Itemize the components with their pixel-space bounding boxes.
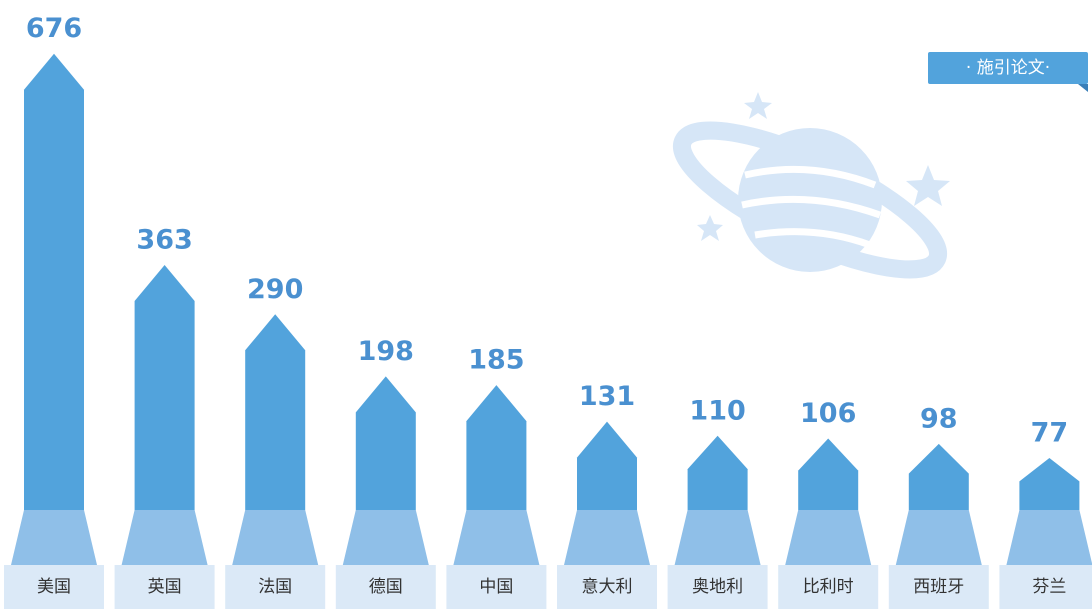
category-box: [778, 565, 879, 609]
category-box: [999, 565, 1092, 609]
x-tick-label: 英国: [148, 577, 182, 597]
x-tick-label: 意大利: [582, 577, 633, 597]
bar-base: [674, 510, 761, 565]
bar: [355, 376, 416, 510]
value-label: 198: [358, 336, 414, 367]
bar: [245, 314, 306, 510]
x-tick-label: 美国: [37, 577, 71, 597]
bar: [1019, 458, 1080, 510]
x-tick-label: 奥地利: [692, 577, 743, 597]
bar: [466, 385, 527, 510]
category-box: [446, 565, 547, 609]
value-label: 110: [689, 395, 745, 426]
legend-box: [928, 52, 1088, 84]
x-tick-label: 比利时: [803, 577, 854, 597]
legend: · 施引论文·: [928, 52, 1088, 92]
bar: [798, 438, 859, 510]
bar-base: [785, 510, 872, 565]
bar: [577, 421, 637, 510]
value-label: 77: [1031, 418, 1069, 449]
bar-base: [232, 510, 319, 565]
bar-base: [121, 510, 208, 565]
bar-base: [11, 510, 97, 565]
category-box: [114, 565, 215, 609]
bar-base: [1006, 510, 1092, 565]
planet-decoration: [672, 92, 950, 279]
value-label: 98: [920, 403, 958, 434]
bar: [24, 53, 84, 510]
category-box: [888, 565, 989, 609]
value-label: 676: [26, 13, 82, 44]
legend-fold: [1078, 84, 1088, 92]
value-label: 363: [136, 224, 192, 255]
bar: [908, 443, 969, 510]
x-tick-label: 法国: [258, 577, 292, 597]
bar-base: [453, 510, 540, 565]
legend-label: · 施引论文·: [966, 58, 1050, 78]
category-box: [335, 565, 436, 609]
bar: [687, 435, 748, 510]
bar-base: [895, 510, 982, 565]
x-tick-label: 芬兰: [1032, 577, 1066, 597]
bar-base: [564, 510, 650, 565]
x-tick-label: 德国: [369, 577, 403, 597]
value-label: 131: [579, 381, 635, 412]
category-box: [557, 565, 657, 609]
category-box: [4, 565, 104, 609]
category-box: [225, 565, 326, 609]
category-box: [667, 565, 768, 609]
value-label: 290: [247, 274, 303, 305]
x-tick-label: 中国: [479, 577, 513, 597]
value-label: 106: [800, 398, 856, 429]
value-label: 185: [468, 345, 524, 376]
bar-base: [342, 510, 429, 565]
bar: [134, 264, 195, 510]
x-tick-label: 西班牙: [913, 577, 964, 597]
